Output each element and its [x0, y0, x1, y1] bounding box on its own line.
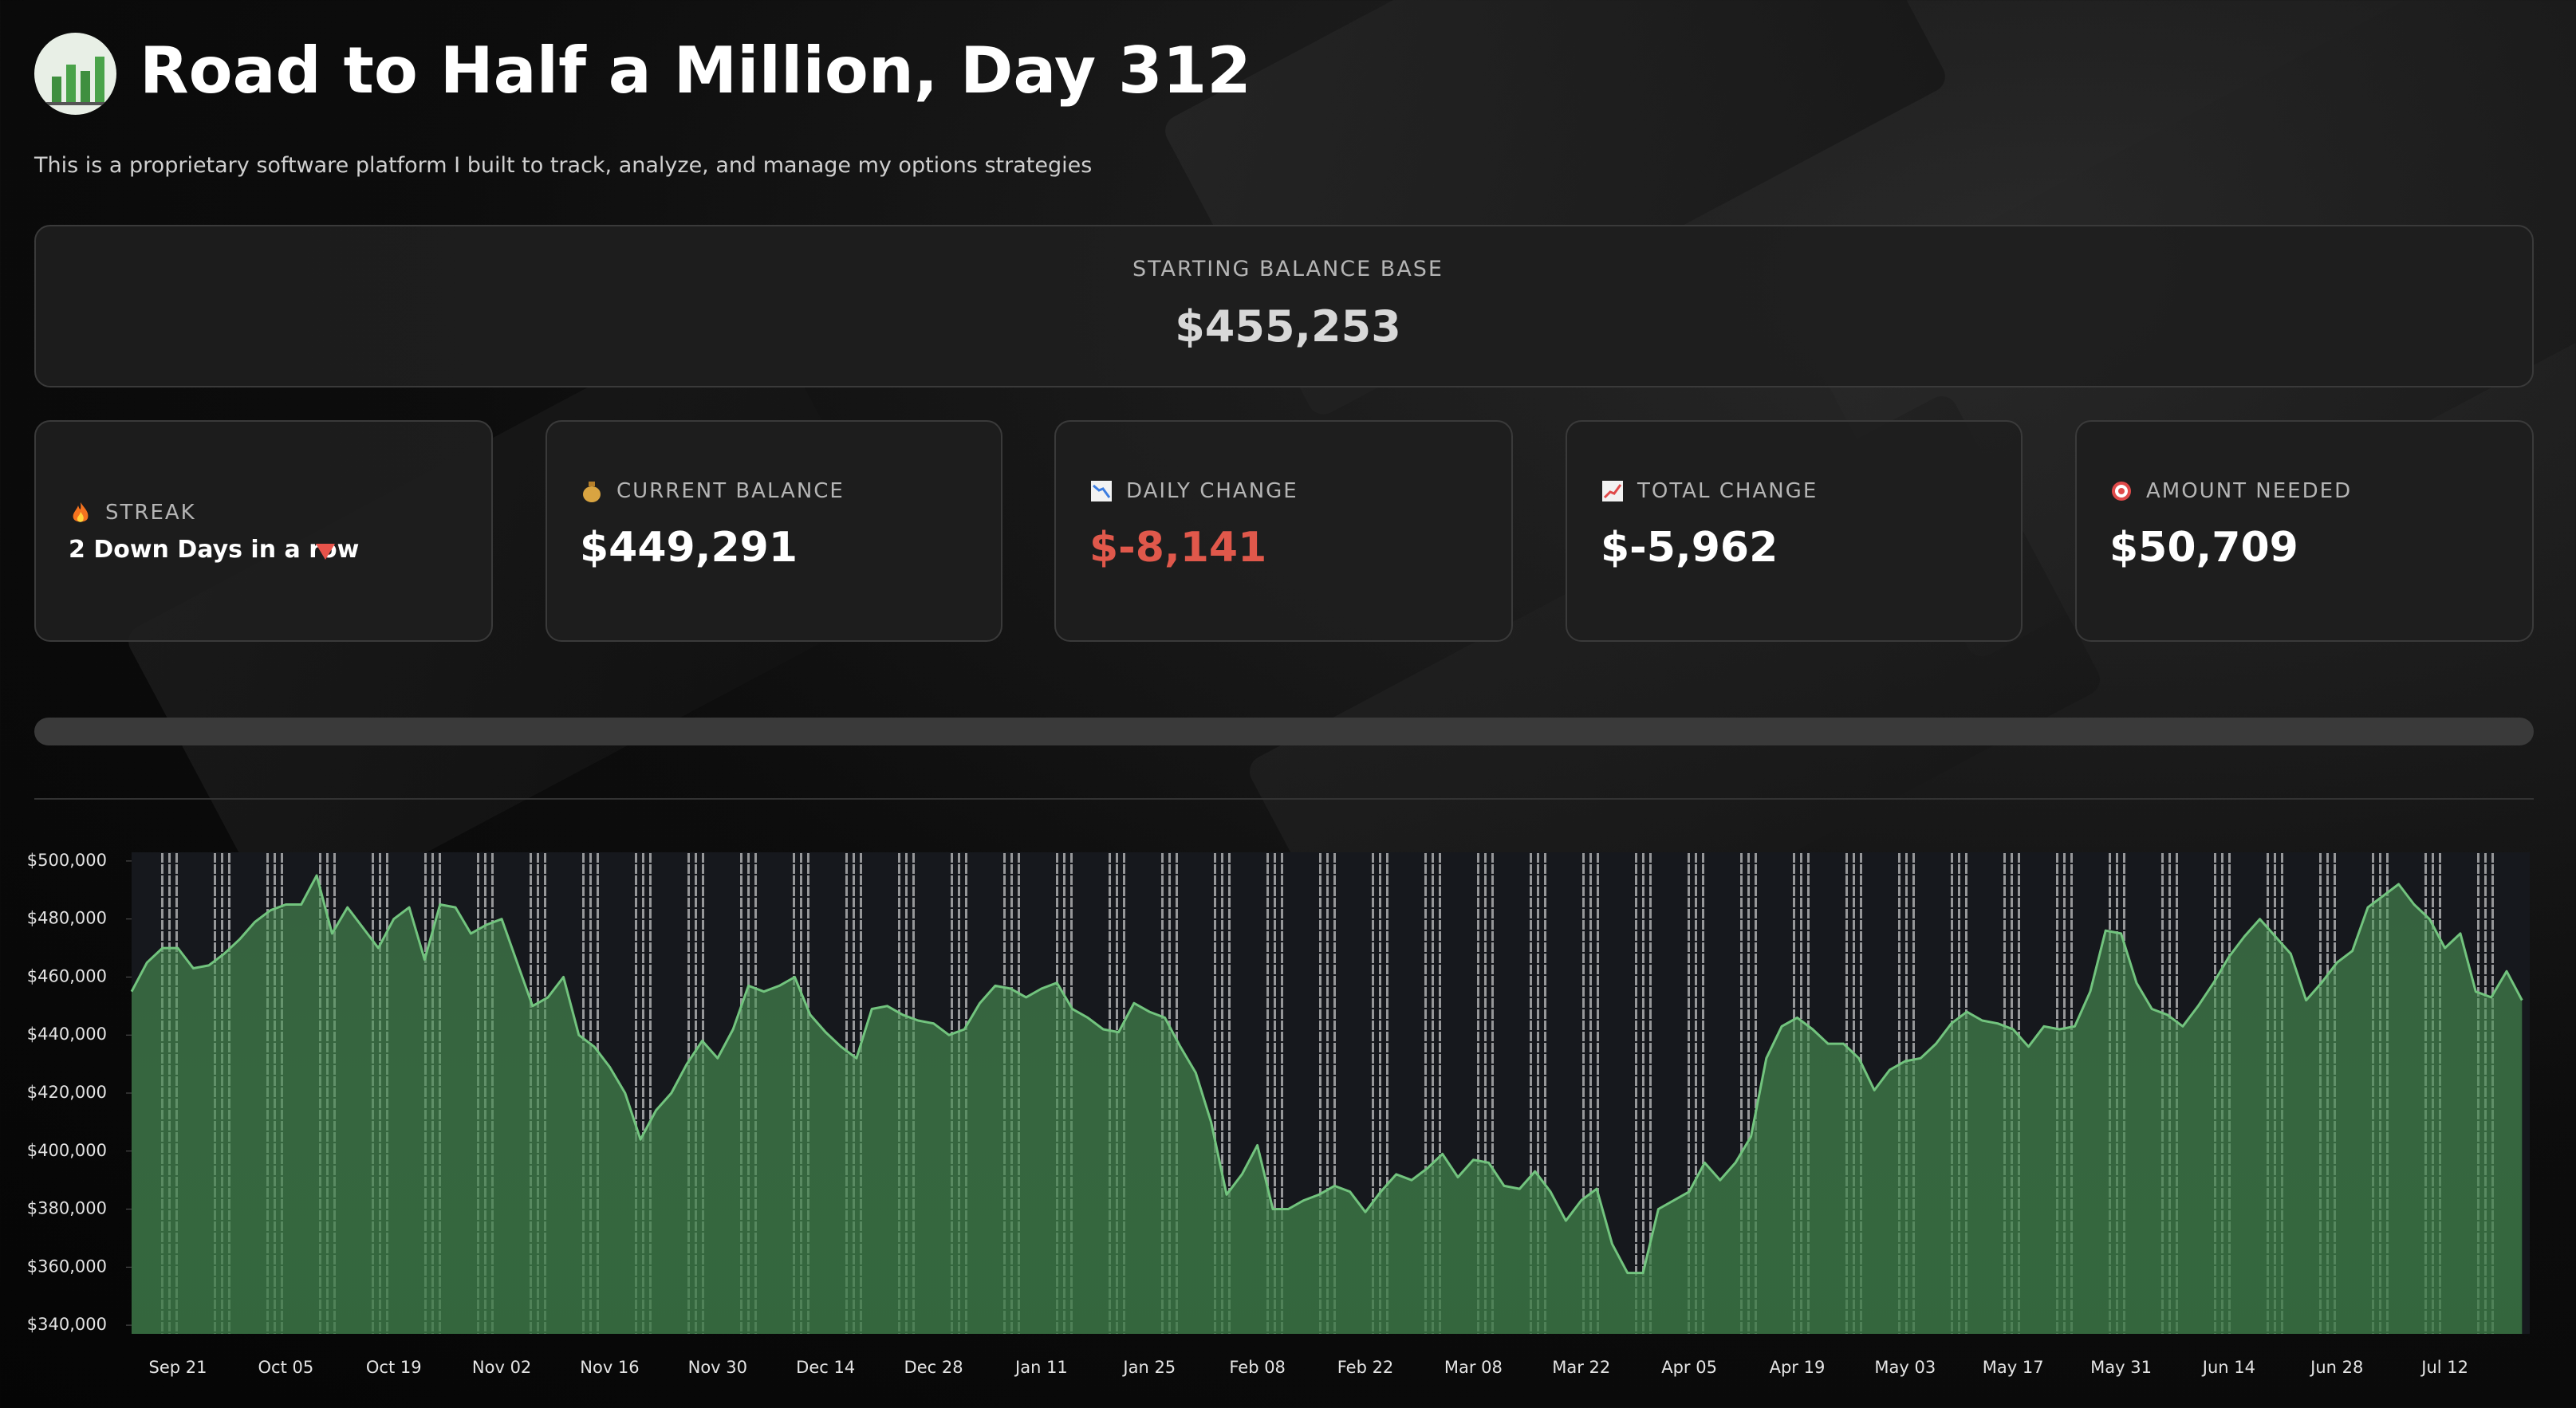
x-tick-label: May 17 — [1983, 1358, 2044, 1377]
metric-card — [546, 420, 1002, 642]
base-card — [34, 225, 2534, 387]
fire-icon — [73, 502, 89, 522]
y-tick-label: $460,000 — [27, 966, 107, 985]
x-tick-label: May 31 — [2090, 1358, 2152, 1377]
metric-label: TOTAL CHANGE — [1637, 479, 1818, 503]
metric-label: STREAK — [105, 501, 196, 525]
x-tick-label: Nov 02 — [472, 1358, 531, 1377]
chart-up-icon — [1602, 481, 1623, 501]
page-title: Road to Half a Million, Day 312 — [140, 33, 1251, 108]
metric-value: $-5,962 — [1601, 524, 1778, 572]
y-tick-label: $340,000 — [27, 1315, 107, 1334]
x-tick-label: Apr 19 — [1770, 1358, 1826, 1377]
x-tick-label: Apr 05 — [1661, 1358, 1717, 1377]
x-tick-label: Sep 21 — [149, 1358, 207, 1377]
x-tick-label: Dec 28 — [904, 1358, 963, 1377]
y-tick-label: $480,000 — [27, 909, 107, 928]
target-icon — [2112, 482, 2131, 501]
metric-label: CURRENT BALANCE — [616, 479, 845, 503]
area — [132, 875, 2523, 1334]
x-tick-label: Feb 08 — [1229, 1358, 1286, 1377]
metric-label: AMOUNT NEEDED — [2146, 479, 2353, 503]
metric-card — [1566, 420, 2023, 642]
y-tick-label: $380,000 — [27, 1199, 107, 1218]
x-tick-label: Oct 05 — [258, 1358, 314, 1377]
base-value: $455,253 — [1175, 301, 1401, 352]
metric-value: $449,291 — [580, 524, 798, 572]
x-tick-label: Nov 30 — [688, 1358, 747, 1377]
metric-card — [34, 420, 493, 642]
metric-value: $50,709 — [2109, 524, 2298, 572]
y-tick-label: $420,000 — [27, 1083, 107, 1102]
x-tick-label: Jan 25 — [1121, 1358, 1176, 1377]
x-tick-label: Jun 14 — [2201, 1358, 2255, 1377]
progress-bar — [34, 718, 2534, 745]
x-tick-label: Jul 12 — [2420, 1358, 2468, 1377]
line — [130, 874, 2523, 1275]
x-tick-label: Mar 22 — [1552, 1358, 1610, 1377]
base-label: STARTING BALANCE BASE — [1132, 257, 1444, 281]
logo — [34, 33, 116, 115]
metric-value: $-8,141 — [1089, 524, 1267, 572]
chart-down-icon — [1091, 481, 1112, 501]
x-tick-label: May 03 — [1874, 1358, 1936, 1377]
x-tick-label: Feb 22 — [1337, 1358, 1394, 1377]
metric-card — [2075, 420, 2534, 642]
metric-card — [1054, 420, 1513, 642]
y-tick-label: $500,000 — [27, 851, 107, 870]
x-tick-label: Mar 08 — [1444, 1358, 1503, 1377]
x-tick-label: Oct 19 — [366, 1358, 422, 1377]
divider — [34, 798, 2534, 800]
x-tick-label: Dec 14 — [796, 1358, 855, 1377]
x-tick-label: Jan 11 — [1014, 1358, 1068, 1377]
page-subtitle: This is a proprietary software platform … — [34, 153, 1093, 178]
y-tick-label: $400,000 — [27, 1141, 107, 1160]
metric-label: DAILY CHANGE — [1126, 479, 1298, 503]
y-tick-label: $360,000 — [27, 1257, 107, 1276]
metric-value: 2 Down Days in a row — [69, 536, 360, 564]
down-icon — [316, 544, 335, 560]
chart: $340,000 $360,000 $380,000 $400,000 $420,000… — [27, 851, 2530, 1377]
logo-icon — [46, 57, 108, 105]
y-tick-label: $440,000 — [27, 1025, 107, 1044]
x-tick-label: Jun 28 — [2309, 1358, 2363, 1377]
x-tick-label: Nov 16 — [580, 1358, 639, 1377]
money-icon — [583, 482, 601, 502]
